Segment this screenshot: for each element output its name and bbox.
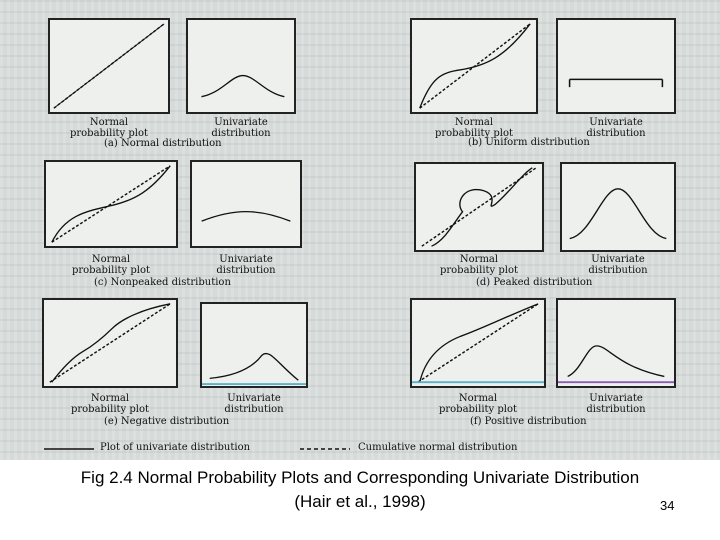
label-uni-e: Univariate distribution xyxy=(224,393,284,415)
uni-normal-panel xyxy=(186,18,296,114)
label-npp-d: Normal probability plot xyxy=(439,254,519,276)
npp-negative-panel xyxy=(42,298,178,388)
label-npp-b: Normal probability plot xyxy=(434,117,514,139)
uni-uniform-panel xyxy=(556,18,676,114)
uni-nonpeaked-panel xyxy=(190,160,302,248)
scanned-figure: Normal probability plot Univariate distrib… xyxy=(0,0,720,460)
npp-uniform-panel xyxy=(410,18,538,114)
figure-caption-title: Fig 2.4 Normal Probability Plots and Cor… xyxy=(80,468,640,487)
label-npp-a: Normal probability plot xyxy=(69,117,149,139)
legend-solid-line xyxy=(44,448,94,450)
page-number: 34 xyxy=(660,498,675,513)
uni-negative-panel xyxy=(200,302,308,388)
label-uni-d: Univariate distribution xyxy=(588,254,648,276)
figure-caption-citation: (Hair et al., 1998) xyxy=(294,492,426,511)
npp-nonpeaked-panel xyxy=(44,160,178,248)
uni-peaked-panel xyxy=(560,162,676,252)
npp-positive-panel xyxy=(410,298,546,388)
npp-peaked-panel xyxy=(414,162,544,252)
legend-dashed-label: Cumulative normal distribution xyxy=(358,442,518,453)
label-uni-f: Univariate distribution xyxy=(586,393,646,415)
npp-normal-panel xyxy=(48,18,170,114)
label-uni-a: Univariate distribution xyxy=(211,117,271,139)
legend-dashed-line xyxy=(300,448,350,450)
subtitle-b: (b) Uniform distribution xyxy=(468,137,590,148)
subtitle-a: (a) Normal distribution xyxy=(104,138,222,149)
subtitle-f: (f) Positive distribution xyxy=(470,416,587,427)
label-npp-e: Normal probability plot xyxy=(70,393,150,415)
subtitle-e: (e) Negative distribution xyxy=(104,416,230,427)
label-uni-c: Univariate distribution xyxy=(216,254,276,276)
subtitle-c: (c) Nonpeaked distribution xyxy=(94,277,231,288)
label-uni-b: Univariate distribution xyxy=(586,117,646,139)
label-npp-f: Normal probability plot xyxy=(438,393,518,415)
label-npp-c: Normal probability plot xyxy=(71,254,151,276)
legend-solid-label: Plot of univariate distribution xyxy=(100,442,251,453)
uni-positive-panel xyxy=(556,298,676,388)
subtitle-d: (d) Peaked distribution xyxy=(476,277,593,288)
